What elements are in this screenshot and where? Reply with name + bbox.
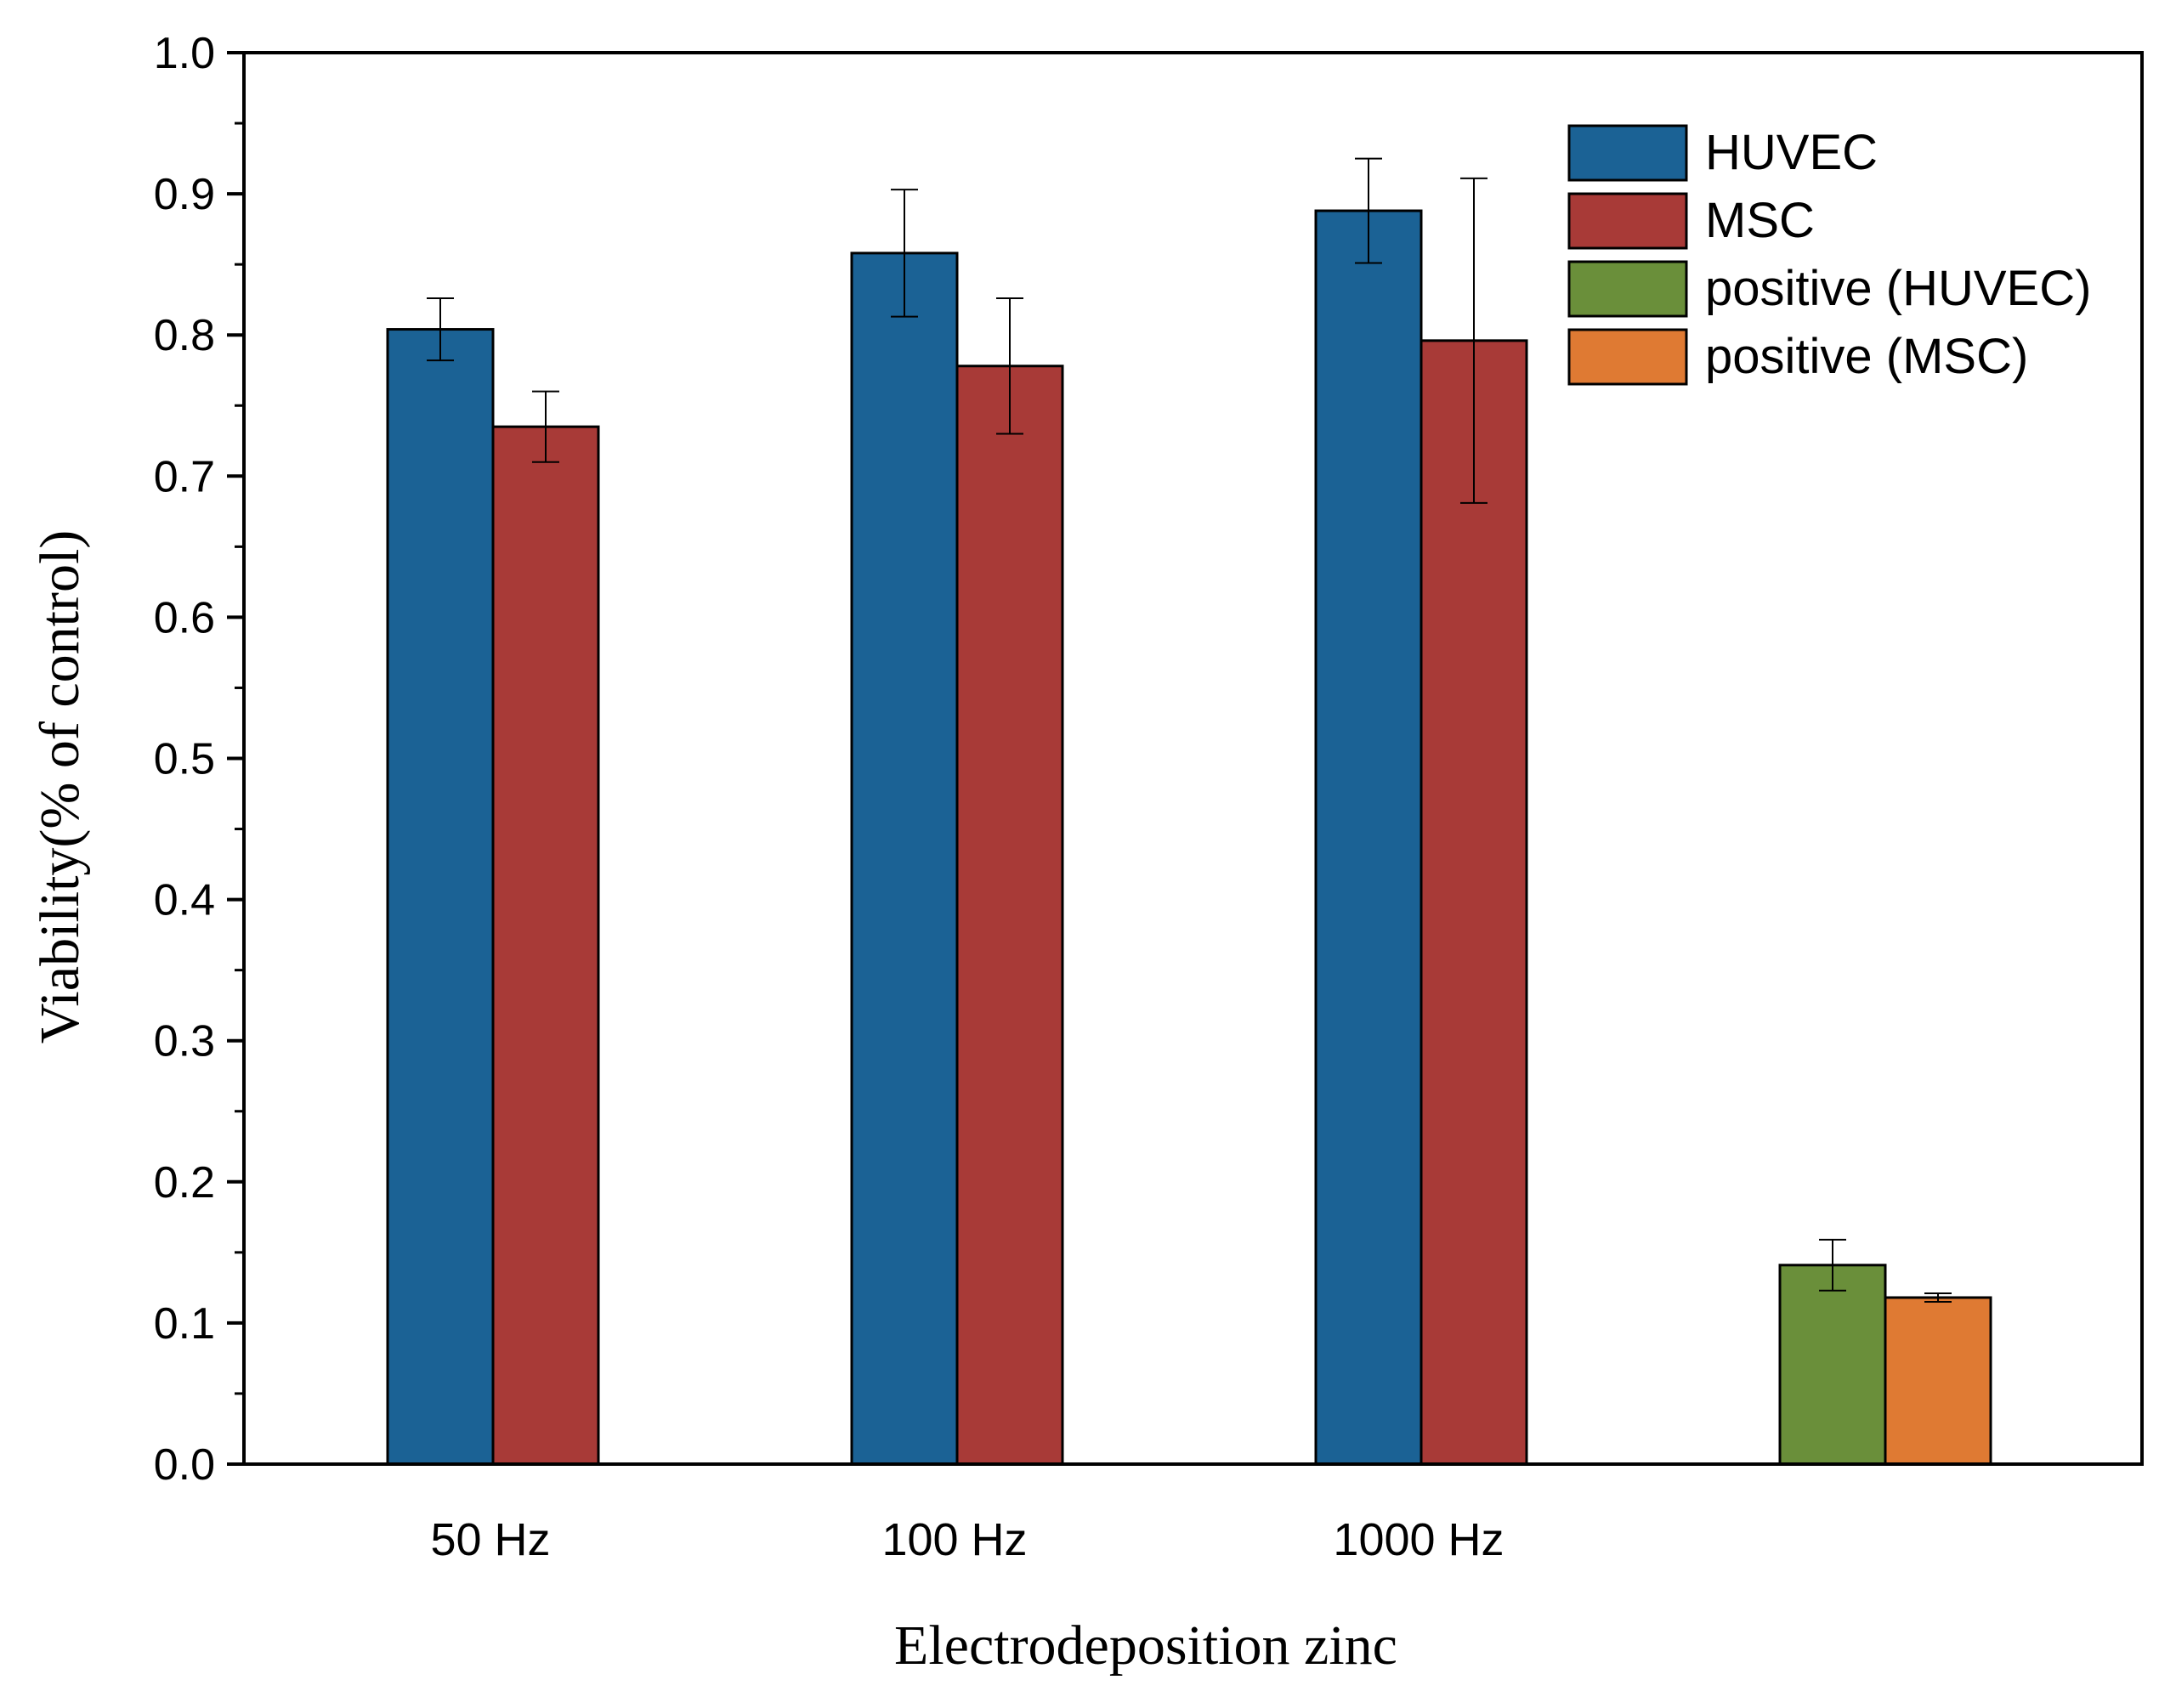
bar-positive-msc-positive [1884,1296,1992,1466]
bar-huvec-1000-hz [1314,209,1423,1466]
y-tick-label: 0.1 [154,1299,215,1349]
legend-label-positive-msc: positive (MSC) [1705,329,2028,384]
error-bar-msc-1000-hz [1460,177,1488,504]
bar-msc-50-hz [491,425,600,1466]
legend: HUVEC MSC positive (HUVEC) positive (MSC) [1567,124,2091,386]
legend-label-positive-huvec: positive (HUVEC) [1705,261,2091,316]
legend-label-msc: MSC [1705,193,1815,248]
y-tick-label: 0.5 [154,735,215,784]
y-tick-label: 1.0 [154,29,215,78]
bars-layer [386,209,1992,1466]
error-bar-msc-50-hz [532,390,559,463]
error-bars-layer [427,157,1952,1303]
y-tick-label: 0.3 [154,1017,215,1066]
error-bar-msc-100-hz [996,297,1023,435]
legend-item-msc: MSC [1567,192,1815,250]
x-axis-title: Electrodeposition zinc [894,1615,1397,1677]
error-bar-huvec-1000-hz [1355,157,1382,264]
error-bar-huvec-100-hz [891,189,918,318]
bar-msc-1000-hz [1420,339,1528,1466]
legend-item-huvec: HUVEC [1567,124,1878,182]
y-tick-label: 0.8 [154,311,215,360]
error-bar-huvec-50-hz [427,297,454,362]
bar-positive-huvec-positive [1778,1264,1887,1466]
x-tick-label-50-hz: 50 Hz [430,1514,550,1565]
y-tick-label: 0.2 [154,1158,215,1207]
legend-item-positive-huvec: positive (HUVEC) [1567,260,2091,318]
y-tick-label: 0.4 [154,876,215,925]
error-bar-positive-huvec-positive [1819,1238,1846,1292]
y-axis-title: Viability(% of control) [29,530,91,1044]
bar-huvec-100-hz [850,252,959,1466]
error-bar-positive-msc-positive [1924,1292,1952,1303]
y-tick-label: 0.7 [154,452,215,501]
legend-swatch-positive-msc [1567,328,1688,386]
legend-label-huvec: HUVEC [1705,125,1878,180]
y-tick-label: 0.9 [154,170,215,219]
bar-huvec-50-hz [386,328,495,1466]
y-tick-label: 0.0 [154,1440,215,1490]
axes-layer: 0.0 0.1 0.2 0.3 0.4 0.5 0.6 0.7 0.8 0.9 1.0 50 Hz 10… [29,29,2144,1677]
legend-swatch-huvec [1567,124,1688,182]
legend-swatch-msc [1567,192,1688,250]
legend-swatch-positive-huvec [1567,260,1688,318]
y-tick-label: 0.6 [154,593,215,642]
legend-item-positive-msc: positive (MSC) [1567,328,2028,386]
x-tick-label-1000-hz: 1000 Hz [1333,1514,1504,1565]
bar-msc-100-hz [955,365,1064,1466]
x-tick-label-100-hz: 100 Hz [881,1514,1027,1565]
